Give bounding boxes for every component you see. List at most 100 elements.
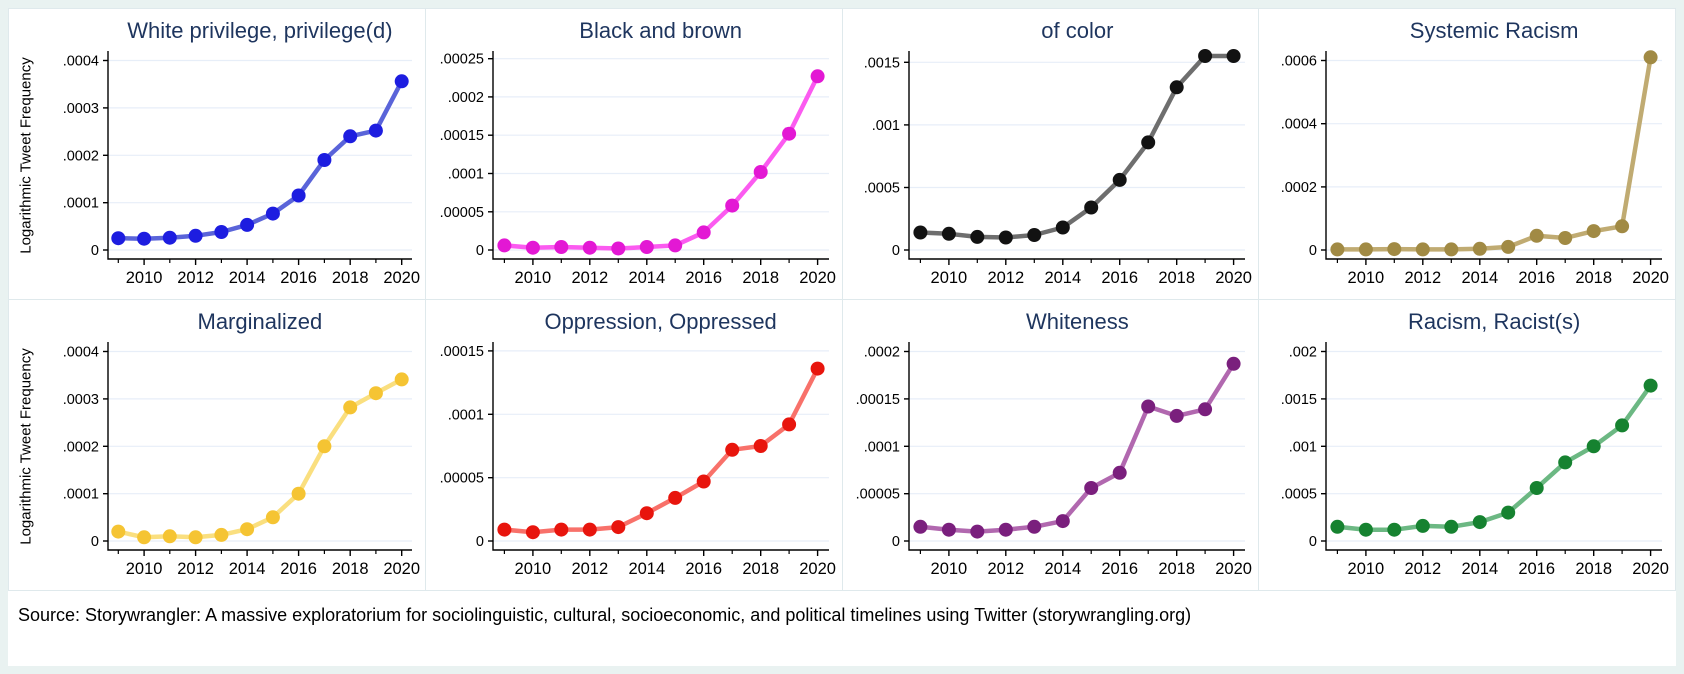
svg-text:2010: 2010 (931, 560, 968, 578)
svg-text:2012: 2012 (177, 269, 214, 287)
chart-panel-marginalized: Logarithmic Tweet Frequency Marginalized… (9, 300, 425, 590)
chart-panel-whiteness: Whiteness 0 .00005 .0001 .00015 .0002 2010 201… (842, 300, 1259, 590)
svg-text:2016: 2016 (280, 560, 317, 578)
chart-grid: Logarithmic Tweet Frequency White privil… (8, 8, 1676, 591)
svg-text:2012: 2012 (1405, 269, 1442, 287)
svg-text:2016: 2016 (1518, 560, 1555, 578)
svg-text:.0002: .0002 (63, 439, 99, 455)
svg-text:2018: 2018 (1575, 560, 1612, 578)
svg-text:0: 0 (91, 534, 99, 550)
svg-text:.0002: .0002 (63, 148, 99, 164)
svg-text:.0015: .0015 (1281, 392, 1317, 408)
svg-text:2016: 2016 (685, 560, 722, 578)
svg-text:.0002: .0002 (1281, 180, 1317, 196)
svg-text:2010: 2010 (1348, 269, 1385, 287)
svg-text:.0003: .0003 (63, 392, 99, 408)
svg-text:2014: 2014 (1045, 560, 1082, 578)
svg-text:.00015: .00015 (856, 392, 900, 408)
svg-text:0: 0 (476, 534, 484, 550)
svg-text:2012: 2012 (177, 560, 214, 578)
svg-text:0: 0 (1309, 243, 1317, 259)
svg-text:0: 0 (1309, 534, 1317, 550)
svg-text:.0001: .0001 (63, 487, 99, 503)
svg-text:2018: 2018 (1575, 269, 1612, 287)
line-chart: 0 .00005 .0001 .00015 .0002 .00025 2010 2012 201… (439, 51, 836, 287)
line-chart: 0 .00005 .0001 .00015 .0002 2010 2012 2014 2016 2… (856, 342, 1253, 578)
svg-text:2020: 2020 (1632, 560, 1669, 578)
line-chart: 0 .0001 .0002 .0003 .0004 2010 2012 2014 2016 201… (63, 51, 420, 287)
svg-text:.001: .001 (1289, 439, 1317, 455)
line-chart: 0 .0001 .0002 .0003 .0004 2010 2012 2014 2016 201… (63, 342, 420, 578)
svg-text:.00005: .00005 (439, 205, 483, 221)
svg-text:2016: 2016 (1102, 269, 1139, 287)
svg-text:2014: 2014 (229, 560, 266, 578)
svg-text:2020: 2020 (799, 560, 836, 578)
svg-text:2014: 2014 (628, 560, 665, 578)
svg-text:.001: .001 (872, 118, 900, 134)
svg-text:.00005: .00005 (856, 487, 900, 503)
svg-text:2016: 2016 (280, 269, 317, 287)
svg-text:2020: 2020 (1216, 560, 1253, 578)
svg-text:2016: 2016 (685, 269, 722, 287)
svg-text:2014: 2014 (229, 269, 266, 287)
chart-panel-of-color: of color 0 .0005 .001 .0015 2010 2012 2014 2016… (842, 9, 1259, 299)
svg-text:2012: 2012 (988, 560, 1025, 578)
chart-title: Systemic Racism (1409, 18, 1579, 43)
svg-text:.0002: .0002 (447, 90, 483, 106)
line-chart: 0 .0002 .0004 .0006 2010 2012 2014 2016 2018 2020 (1281, 50, 1669, 287)
svg-text:.0001: .0001 (447, 167, 483, 183)
svg-text:0: 0 (892, 534, 900, 550)
chart-title: White privilege, privilege(d) (127, 18, 393, 43)
line-chart: 0 .0005 .001 .0015 .002 2010 2012 2014 2016 2018 2… (1281, 342, 1669, 578)
svg-text:.00015: .00015 (439, 344, 483, 360)
svg-text:.0005: .0005 (1281, 487, 1317, 503)
chart-title: Oppression, Oppressed (544, 309, 777, 334)
svg-text:2016: 2016 (1518, 269, 1555, 287)
svg-text:.0004: .0004 (1281, 117, 1317, 133)
svg-text:.0001: .0001 (63, 196, 99, 212)
svg-text:2010: 2010 (126, 560, 163, 578)
svg-text:2020: 2020 (799, 269, 836, 287)
svg-text:2010: 2010 (1348, 560, 1385, 578)
svg-text:2012: 2012 (1405, 560, 1442, 578)
svg-text:2010: 2010 (126, 269, 163, 287)
svg-text:2020: 2020 (1216, 269, 1253, 287)
svg-text:2010: 2010 (514, 560, 551, 578)
svg-text:2016: 2016 (1102, 560, 1139, 578)
chart-title: Racism, Racist(s) (1407, 309, 1581, 334)
svg-text:.0001: .0001 (447, 407, 483, 423)
svg-text:.0006: .0006 (1281, 54, 1317, 70)
svg-text:2014: 2014 (628, 269, 665, 287)
svg-text:.00015: .00015 (439, 128, 483, 144)
chart-title: Marginalized (197, 309, 323, 334)
svg-text:2018: 2018 (742, 269, 779, 287)
svg-text:2012: 2012 (571, 269, 608, 287)
source-note: Source: Storywrangler: A massive explora… (18, 605, 1192, 625)
chart-title: Black and brown (579, 18, 742, 43)
svg-text:2014: 2014 (1462, 560, 1499, 578)
svg-text:2014: 2014 (1462, 269, 1499, 287)
svg-text:2020: 2020 (383, 560, 420, 578)
chart-panel-white-privilege: Logarithmic Tweet Frequency White privil… (9, 9, 425, 299)
chart-title: of color (1041, 18, 1114, 43)
svg-text:2018: 2018 (1159, 560, 1196, 578)
svg-text:2018: 2018 (742, 560, 779, 578)
svg-text:2018: 2018 (332, 269, 369, 287)
chart-panel-black-and-brown: Black and brown 0 .00005 .0001 .00015 .0002.… (425, 9, 842, 299)
svg-text:2014: 2014 (1045, 269, 1082, 287)
line-chart: 0 .0005 .001 .0015 2010 2012 2014 2016 2018 2020 (864, 49, 1253, 287)
svg-text:.00005: .00005 (439, 471, 483, 487)
line-chart: 0 .00005 .0001 .00015 2010 2012 2014 2016 2018 20… (439, 342, 836, 578)
svg-text:2012: 2012 (571, 560, 608, 578)
chart-panel-oppression: Oppression, Oppressed 0 .00005 .0001 .00015… (425, 300, 842, 590)
svg-text:2018: 2018 (1159, 269, 1196, 287)
svg-text:0: 0 (476, 243, 484, 259)
svg-text:2010: 2010 (514, 269, 551, 287)
svg-text:.0005: .0005 (864, 181, 900, 197)
svg-text:0: 0 (892, 243, 900, 259)
svg-text:.0004: .0004 (63, 54, 99, 70)
svg-text:.0001: .0001 (864, 439, 900, 455)
svg-text:.0003: .0003 (63, 101, 99, 117)
svg-text:.0015: .0015 (864, 55, 900, 71)
svg-text:0: 0 (91, 243, 99, 259)
